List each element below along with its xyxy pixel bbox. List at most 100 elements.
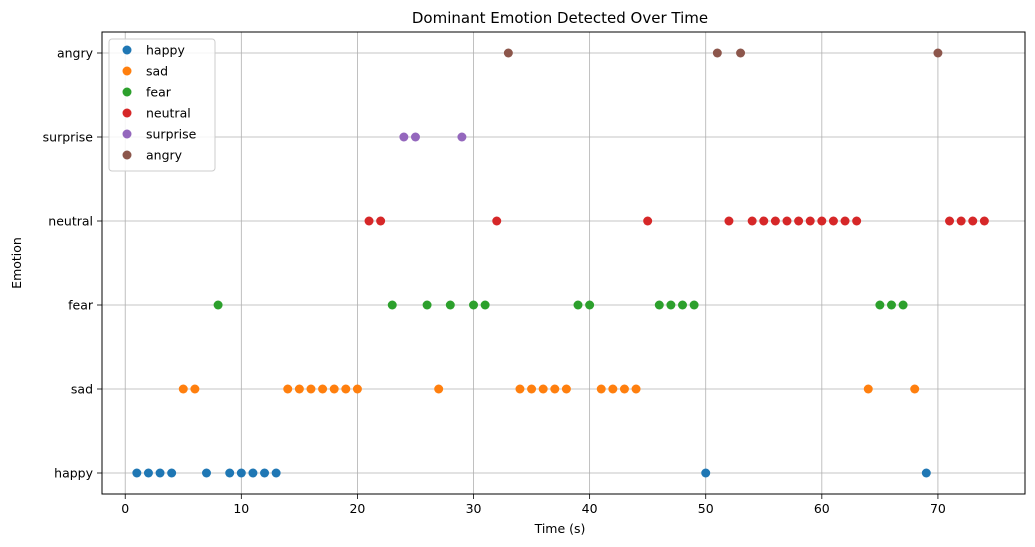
- y-tick-label-fear: fear: [68, 298, 94, 313]
- y-tick-label-sad: sad: [71, 382, 93, 397]
- point-fear: [654, 300, 664, 310]
- point-angry: [933, 48, 943, 58]
- chart-title: Dominant Emotion Detected Over Time: [412, 9, 708, 27]
- point-neutral: [945, 216, 955, 226]
- point-sad: [329, 384, 339, 394]
- point-happy: [921, 468, 931, 478]
- legend-marker-neutral: [122, 108, 132, 118]
- data-points: [132, 48, 989, 478]
- point-neutral: [817, 216, 827, 226]
- x-axis-ticks: 0 10 20 30 40 50 60 70: [121, 494, 946, 516]
- point-sad: [283, 384, 293, 394]
- point-happy: [260, 468, 270, 478]
- point-fear: [689, 300, 699, 310]
- point-neutral: [770, 216, 780, 226]
- point-angry: [503, 48, 513, 58]
- y-tick-label-angry: angry: [57, 46, 94, 61]
- legend-marker-surprise: [122, 129, 132, 139]
- x-tick-label: 10: [233, 501, 249, 516]
- y-axis-label: Emotion: [9, 237, 24, 289]
- point-fear: [898, 300, 908, 310]
- point-fear: [573, 300, 583, 310]
- point-sad: [863, 384, 873, 394]
- point-sad: [190, 384, 200, 394]
- point-neutral: [828, 216, 838, 226]
- x-tick-label: 60: [814, 501, 830, 516]
- y-tick-label-happy: happy: [54, 466, 93, 481]
- legend-marker-sad: [122, 66, 132, 76]
- point-fear: [445, 300, 455, 310]
- point-neutral: [759, 216, 769, 226]
- x-tick-label: 0: [121, 501, 129, 516]
- legend-label-happy: happy: [146, 43, 185, 58]
- legend-label-surprise: surprise: [146, 127, 197, 142]
- point-neutral: [376, 216, 386, 226]
- point-neutral: [782, 216, 792, 226]
- point-sad: [341, 384, 351, 394]
- point-sad: [352, 384, 362, 394]
- point-sad: [619, 384, 629, 394]
- point-fear: [387, 300, 397, 310]
- point-neutral: [364, 216, 374, 226]
- point-neutral: [956, 216, 966, 226]
- point-sad: [294, 384, 304, 394]
- y-tick-label-neutral: neutral: [48, 214, 93, 229]
- point-sad: [561, 384, 571, 394]
- legend-label-sad: sad: [146, 64, 168, 79]
- point-happy: [155, 468, 165, 478]
- point-sad: [608, 384, 618, 394]
- x-axis-label: Time (s): [534, 521, 586, 536]
- point-sad: [527, 384, 537, 394]
- point-sad: [550, 384, 560, 394]
- point-sad: [178, 384, 188, 394]
- point-fear: [585, 300, 595, 310]
- legend: happy sad fear neutral surprise angry: [108, 38, 216, 172]
- point-surprise: [410, 132, 420, 142]
- point-happy: [132, 468, 142, 478]
- point-neutral: [968, 216, 978, 226]
- point-sad: [596, 384, 606, 394]
- point-sad: [515, 384, 525, 394]
- y-tick-label-surprise: surprise: [43, 130, 94, 145]
- point-happy: [236, 468, 246, 478]
- point-happy: [225, 468, 235, 478]
- point-angry: [712, 48, 722, 58]
- legend-marker-happy: [122, 45, 132, 55]
- point-sad: [631, 384, 641, 394]
- point-happy: [271, 468, 281, 478]
- x-tick-label: 50: [698, 501, 714, 516]
- point-angry: [736, 48, 746, 58]
- legend-label-neutral: neutral: [146, 106, 191, 121]
- legend-box: [108, 38, 216, 172]
- point-sad: [910, 384, 920, 394]
- point-neutral: [643, 216, 653, 226]
- point-happy: [201, 468, 211, 478]
- point-neutral: [794, 216, 804, 226]
- legend-marker-angry: [122, 150, 132, 160]
- point-neutral: [840, 216, 850, 226]
- point-fear: [422, 300, 432, 310]
- point-neutral: [747, 216, 757, 226]
- point-fear: [678, 300, 688, 310]
- legend-label-fear: fear: [146, 85, 172, 100]
- x-tick-label: 40: [582, 501, 598, 516]
- point-sad: [306, 384, 316, 394]
- point-surprise: [399, 132, 409, 142]
- y-axis-ticks: happy sad fear neutral surprise angry: [43, 46, 102, 481]
- x-tick-label: 30: [466, 501, 482, 516]
- point-happy: [248, 468, 258, 478]
- point-fear: [886, 300, 896, 310]
- point-happy: [167, 468, 177, 478]
- point-happy: [143, 468, 153, 478]
- x-tick-label: 70: [930, 501, 946, 516]
- point-happy: [701, 468, 711, 478]
- point-fear: [480, 300, 490, 310]
- legend-label-angry: angry: [146, 148, 183, 163]
- plot-frame: [101, 31, 1026, 495]
- point-neutral: [724, 216, 734, 226]
- point-surprise: [457, 132, 467, 142]
- point-fear: [666, 300, 676, 310]
- point-neutral: [492, 216, 502, 226]
- point-sad: [318, 384, 328, 394]
